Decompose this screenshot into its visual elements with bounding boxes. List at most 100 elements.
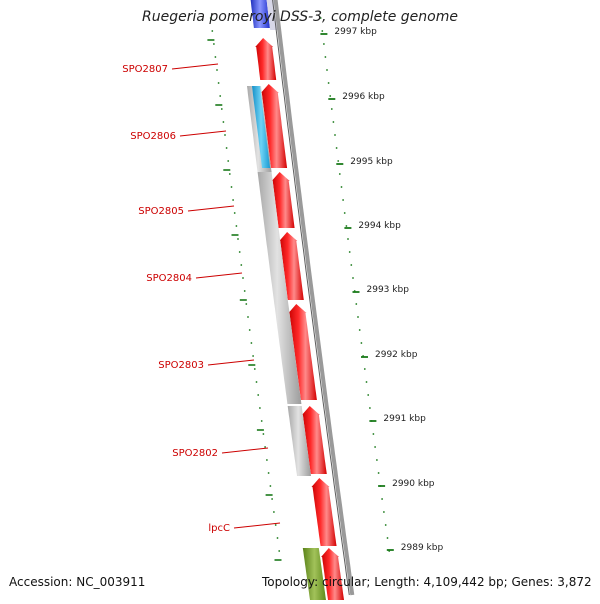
inner-tick-dot	[269, 485, 272, 487]
inner-tick-dot	[257, 394, 260, 396]
other-feature	[302, 548, 326, 600]
gene-label-leader	[233, 522, 281, 529]
inner-tick-dot	[248, 329, 251, 331]
outer-tick-dot	[367, 394, 370, 396]
outer-tick-dot	[376, 459, 378, 461]
tick-label: 2992 kbp	[375, 350, 418, 360]
outer-tick-dot	[319, 17, 322, 19]
inner-tick-dot	[242, 277, 244, 279]
outer-tick-dot	[323, 43, 325, 45]
inner-tick-dot	[209, 17, 212, 19]
outer-tick-dot	[332, 121, 335, 123]
cds-feature-4	[279, 232, 304, 300]
gene-label-leader	[207, 359, 255, 366]
inner-tick-dot	[211, 30, 214, 32]
inner-tick-dot	[243, 290, 246, 292]
outer-tick-dot	[372, 433, 375, 435]
outer-tick-dot	[345, 225, 348, 227]
cds-feature-3	[271, 172, 295, 228]
backbone-outer	[273, 0, 355, 596]
inner-tick-dot	[225, 147, 228, 149]
gene-label-leader	[195, 272, 243, 279]
inner-tick-dot	[262, 433, 265, 435]
tick-label: 2996 kbp	[342, 92, 385, 102]
inner-tick-dot	[237, 238, 239, 240]
gene-label: lpcC	[208, 523, 230, 534]
inner-tick-dot	[220, 108, 223, 110]
outer-tick-dot	[342, 199, 344, 201]
inner-tick-dot	[216, 69, 218, 71]
outer-tick-dot	[337, 160, 340, 162]
outer-tick-dot	[329, 95, 332, 97]
inner-tick-dot	[247, 316, 249, 318]
inner-tick-dot	[217, 82, 220, 84]
gene-label-leader	[187, 205, 235, 212]
outer-tick-dot	[357, 316, 359, 318]
outer-tick-dot	[358, 329, 361, 331]
inner-tick-dot	[245, 303, 248, 305]
outer-tick-dot	[381, 498, 383, 500]
outer-tick-dot	[355, 303, 358, 305]
outer-tick-dot	[363, 368, 366, 370]
inner-tick-dot	[227, 160, 230, 162]
outer-tick-dot	[334, 134, 336, 136]
tick-label: 2994 kbp	[358, 221, 401, 231]
inner-tick-dot	[260, 420, 263, 422]
inner-tick-dot	[240, 264, 243, 266]
inner-tick-dot	[213, 43, 215, 45]
gene-label: SPO2802	[172, 448, 218, 459]
gene-feature-3	[287, 406, 311, 476]
cds-feature-8	[321, 548, 344, 600]
inner-tick-dot	[276, 537, 279, 539]
inner-tick-dot	[222, 121, 225, 123]
rna-feature	[252, 86, 271, 168]
outer-tick-dot	[352, 277, 354, 279]
inner-tick-dot	[232, 199, 235, 201]
inner-tick-dot	[214, 56, 217, 58]
inner-tick-dot	[255, 381, 258, 383]
gene-label-leader	[221, 447, 269, 454]
outer-tick-dot	[330, 108, 333, 110]
outer-tick-dot	[386, 537, 389, 539]
top-feature	[250, 0, 270, 28]
inner-tick-dot	[271, 498, 273, 500]
tick-label: 2997 kbp	[334, 27, 377, 37]
outer-tick-dot	[350, 264, 353, 266]
outer-tick-dot	[324, 56, 327, 58]
outer-tick-dot	[338, 173, 341, 175]
gene-label-leader	[171, 63, 219, 70]
outer-tick-dot	[374, 446, 376, 448]
backbone-inner	[272, 0, 350, 596]
topology-text: Topology: circular; Length: 4,109,442 bp…	[262, 575, 592, 589]
outer-tick-dot	[377, 472, 380, 474]
accession-text: Accession: NC_003911	[9, 575, 146, 589]
inner-tick-dot	[266, 459, 268, 461]
tick-label: 2989 kbp	[401, 543, 444, 553]
inner-tick-dot	[264, 446, 266, 448]
outer-tick-dot	[384, 524, 387, 526]
outer-tick-dot	[340, 186, 343, 188]
inner-tick-dot	[238, 251, 241, 253]
inner-tick-dot	[278, 550, 281, 552]
inner-tick-dot	[267, 472, 270, 474]
inner-tick-dot	[250, 342, 253, 344]
tick-label: 2993 kbp	[367, 285, 410, 295]
outer-tick-dot	[369, 407, 371, 409]
tick-label: 2995 kbp	[350, 157, 393, 167]
outer-tick-dot	[348, 251, 351, 253]
tick-label: 2990 kbp	[392, 479, 435, 489]
outer-tick-dot	[360, 342, 363, 344]
cds-feature-7	[311, 478, 337, 546]
outer-tick-dot	[347, 238, 349, 240]
outer-tick-dot	[326, 69, 328, 71]
inner-tick-dot	[219, 95, 222, 97]
inner-tick-dot	[273, 511, 275, 513]
inner-tick-dot	[274, 524, 277, 526]
outer-tick-dot	[335, 147, 338, 149]
inner-tick-dot	[259, 407, 261, 409]
gene-label: SPO2803	[158, 360, 204, 371]
outer-tick-dot	[327, 82, 330, 84]
cds-feature-6	[301, 406, 327, 474]
